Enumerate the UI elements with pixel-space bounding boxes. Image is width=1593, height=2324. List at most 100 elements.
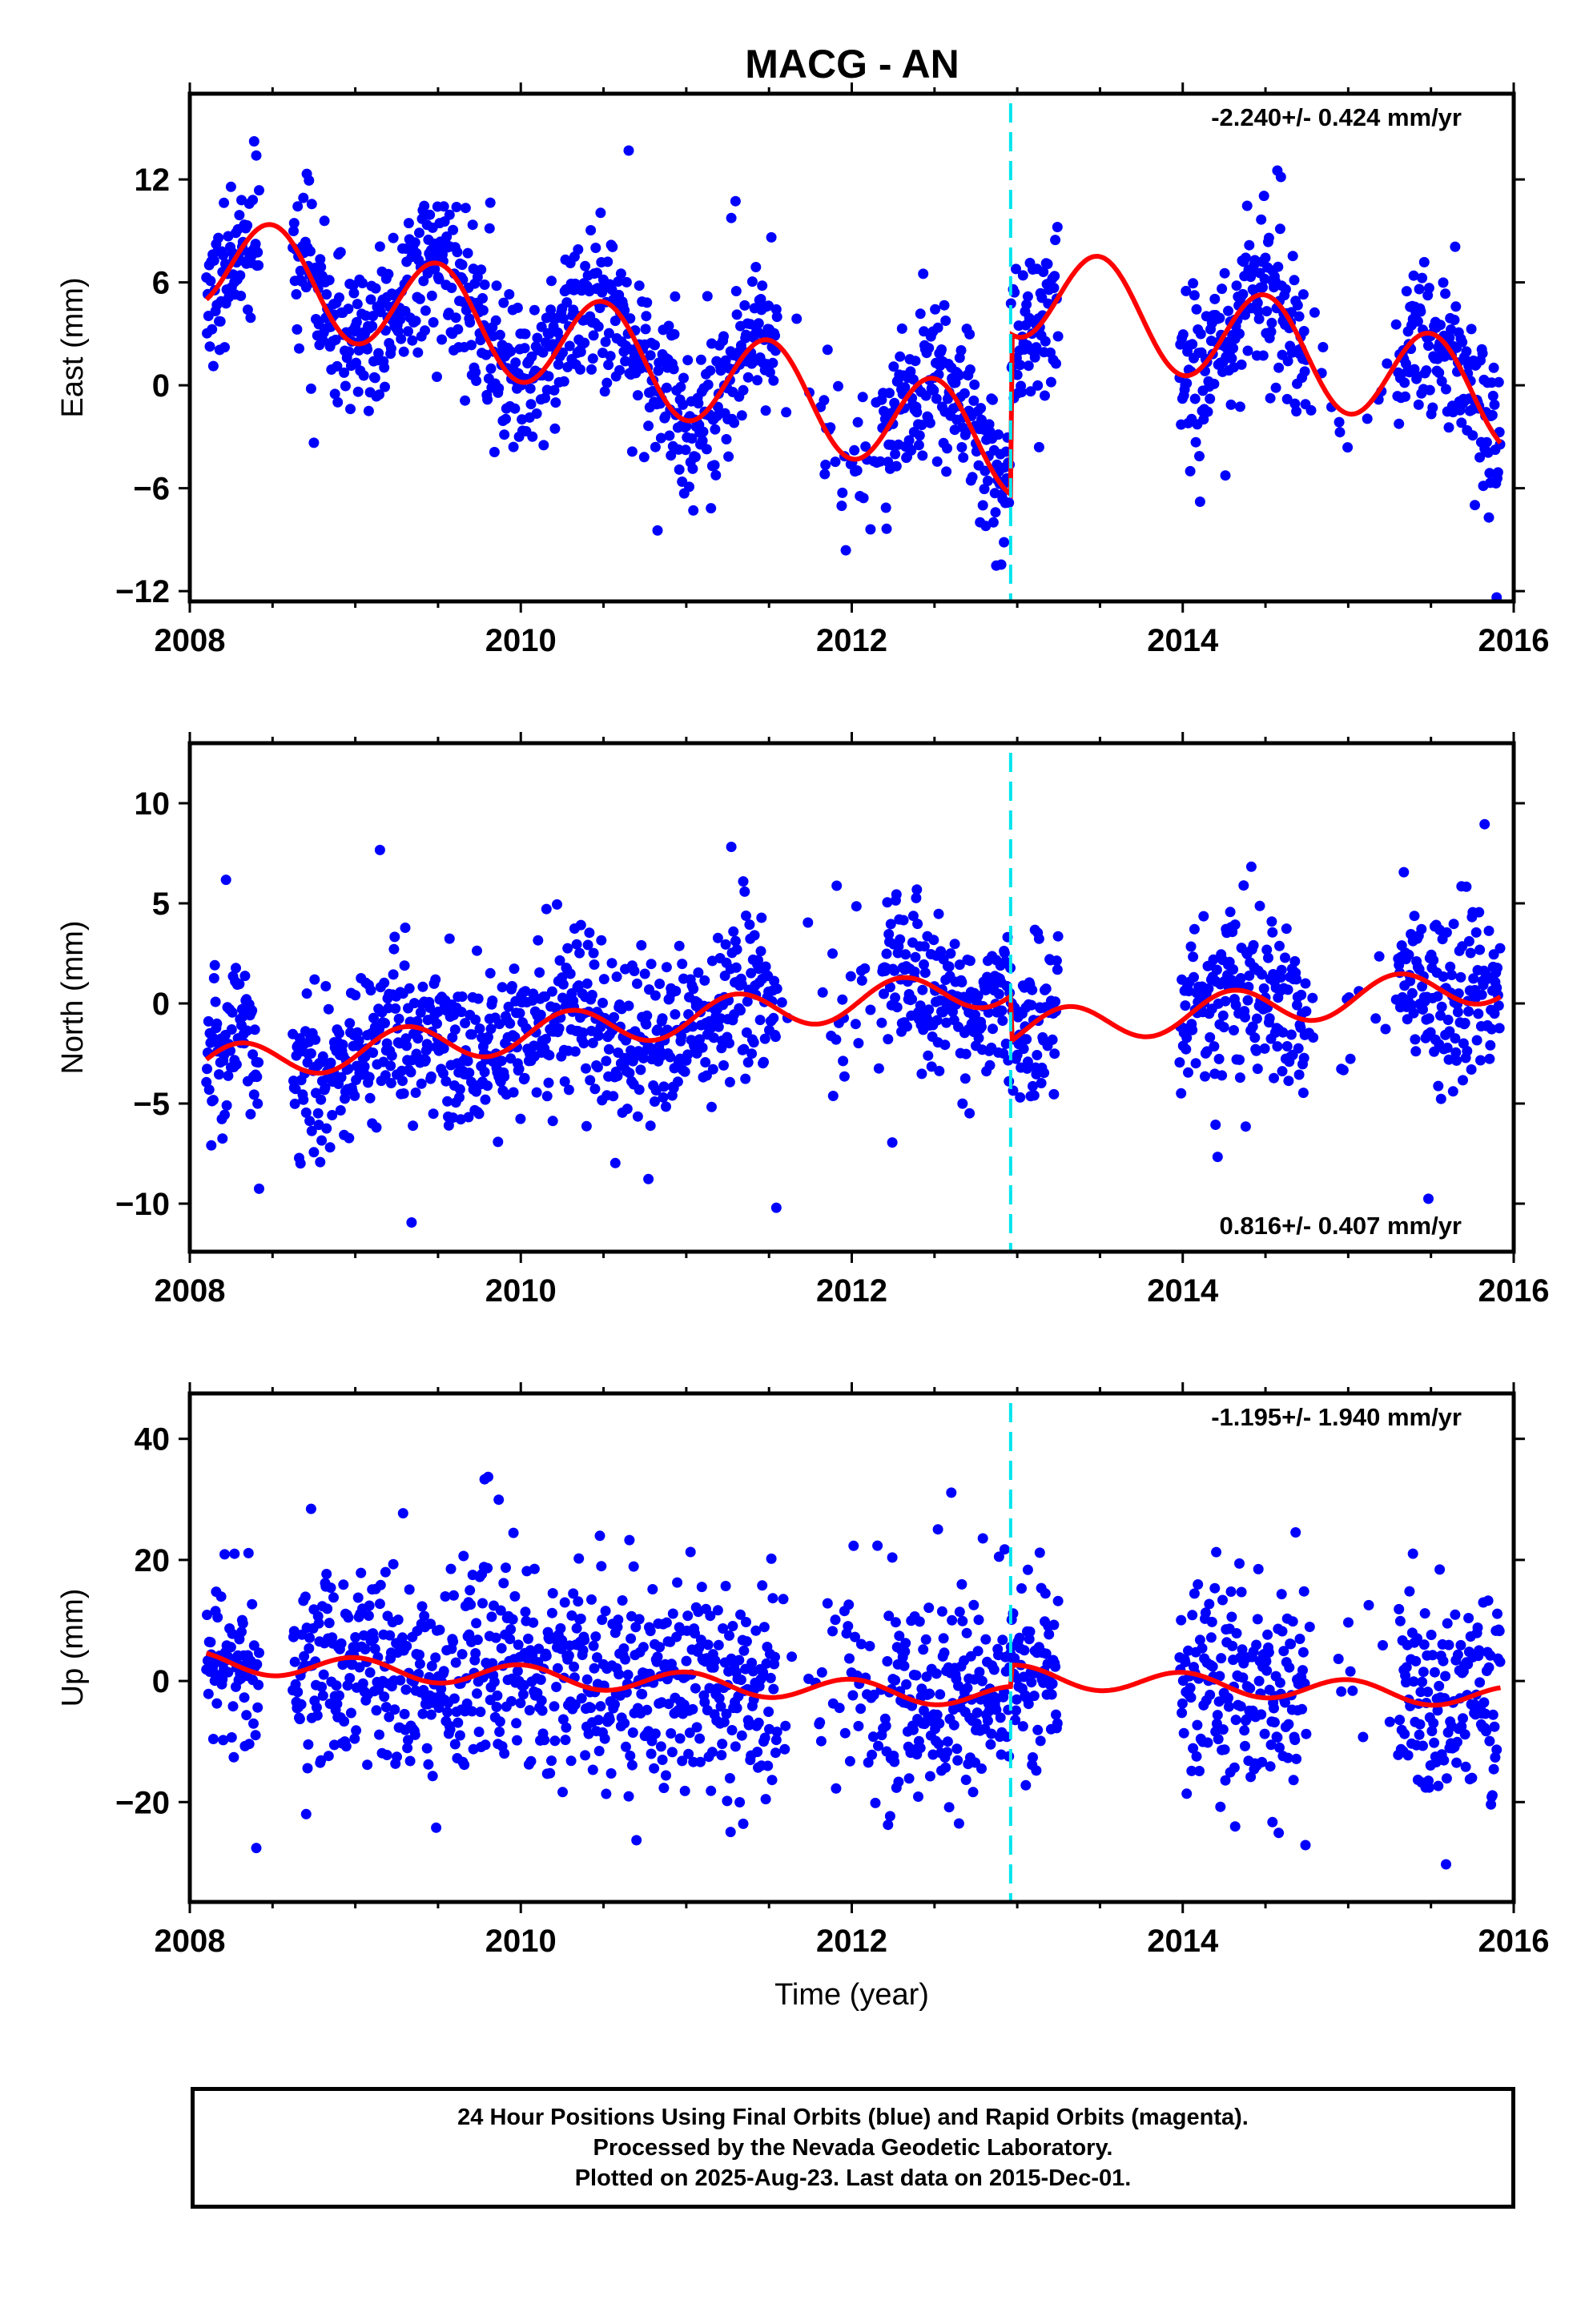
data-point — [489, 447, 500, 457]
data-point — [581, 1674, 593, 1685]
data-point — [207, 324, 218, 335]
data-point — [1220, 470, 1231, 481]
data-point — [1478, 1697, 1490, 1708]
data-point — [1231, 1628, 1242, 1638]
data-point — [1485, 1039, 1496, 1051]
y-tick-label: 0 — [152, 1664, 170, 1699]
data-point — [641, 311, 652, 322]
data-point — [744, 919, 755, 931]
data-point — [1229, 1762, 1240, 1773]
data-point — [957, 1098, 968, 1109]
data-point — [242, 304, 253, 316]
data-point — [1050, 1661, 1061, 1672]
data-point — [1480, 1708, 1491, 1719]
data-point — [385, 1060, 396, 1072]
data-point — [681, 420, 692, 432]
data-point — [1275, 171, 1286, 183]
data-point — [569, 1699, 581, 1711]
data-point — [1236, 359, 1247, 370]
data-point — [613, 276, 624, 287]
data-point — [1228, 964, 1239, 975]
data-point — [529, 304, 540, 316]
data-point — [406, 1217, 417, 1228]
data-point — [687, 1021, 698, 1032]
data-point — [1230, 1715, 1241, 1726]
data-point — [969, 1674, 980, 1685]
data-point — [889, 1756, 900, 1767]
data-point — [716, 1750, 727, 1761]
data-point — [491, 1702, 502, 1712]
data-point — [918, 268, 929, 279]
data-point — [549, 384, 560, 396]
data-point — [920, 390, 931, 401]
data-point — [483, 1031, 493, 1043]
data-point — [1443, 422, 1454, 433]
data-point — [403, 326, 413, 337]
data-point — [445, 1724, 456, 1735]
data-point — [575, 919, 586, 931]
data-point — [1258, 983, 1269, 994]
data-point — [622, 1104, 633, 1115]
data-point — [1463, 1006, 1474, 1017]
data-point — [1242, 995, 1253, 1006]
data-point — [1289, 275, 1300, 286]
data-point — [252, 247, 263, 258]
data-point — [632, 978, 642, 989]
data-point — [899, 1646, 911, 1657]
data-point — [371, 1705, 382, 1716]
data-point — [1000, 1038, 1012, 1049]
data-point — [817, 987, 828, 998]
data-point — [353, 1035, 364, 1047]
data-point — [1429, 1667, 1440, 1678]
data-point — [320, 1082, 331, 1093]
data-point — [819, 395, 830, 406]
data-point — [757, 280, 768, 292]
data-point — [830, 456, 841, 468]
data-point — [493, 1136, 504, 1148]
data-point — [1334, 427, 1346, 438]
data-point — [1467, 430, 1478, 441]
data-point — [697, 1042, 708, 1053]
data-point — [339, 367, 350, 378]
data-point — [1400, 391, 1411, 402]
data-point — [631, 1835, 642, 1846]
data-point — [1410, 1046, 1422, 1057]
data-point — [334, 1690, 344, 1701]
data-point — [1198, 911, 1209, 922]
data-point — [1005, 298, 1016, 309]
data-point — [408, 998, 420, 1009]
data-point — [1362, 413, 1373, 424]
data-point — [848, 1540, 859, 1551]
data-point — [1433, 1780, 1444, 1791]
data-point — [763, 300, 774, 312]
data-point — [573, 1596, 584, 1607]
data-point — [1050, 235, 1061, 246]
data-point — [425, 1709, 436, 1720]
data-point — [852, 416, 863, 428]
data-point — [1444, 332, 1455, 344]
data-point — [855, 1638, 867, 1650]
data-point — [1262, 1629, 1273, 1640]
data-point — [967, 1787, 979, 1798]
data-point — [759, 1732, 770, 1743]
data-point — [1492, 1608, 1502, 1619]
data-point — [839, 1727, 851, 1739]
data-point — [1187, 339, 1198, 350]
data-point — [1174, 1057, 1185, 1068]
data-point — [1178, 1727, 1189, 1739]
data-point — [587, 353, 598, 364]
data-point — [1237, 1672, 1249, 1683]
data-point — [655, 432, 666, 444]
data-point — [1474, 1677, 1486, 1688]
data-point — [205, 275, 216, 287]
data-point — [634, 1614, 645, 1625]
data-point — [380, 1702, 392, 1713]
data-point — [509, 963, 520, 975]
data-point — [1347, 1685, 1358, 1696]
data-point — [1270, 382, 1281, 393]
data-point — [728, 926, 739, 937]
data-point — [837, 487, 848, 498]
data-point — [426, 290, 437, 301]
data-point — [1176, 1088, 1187, 1099]
